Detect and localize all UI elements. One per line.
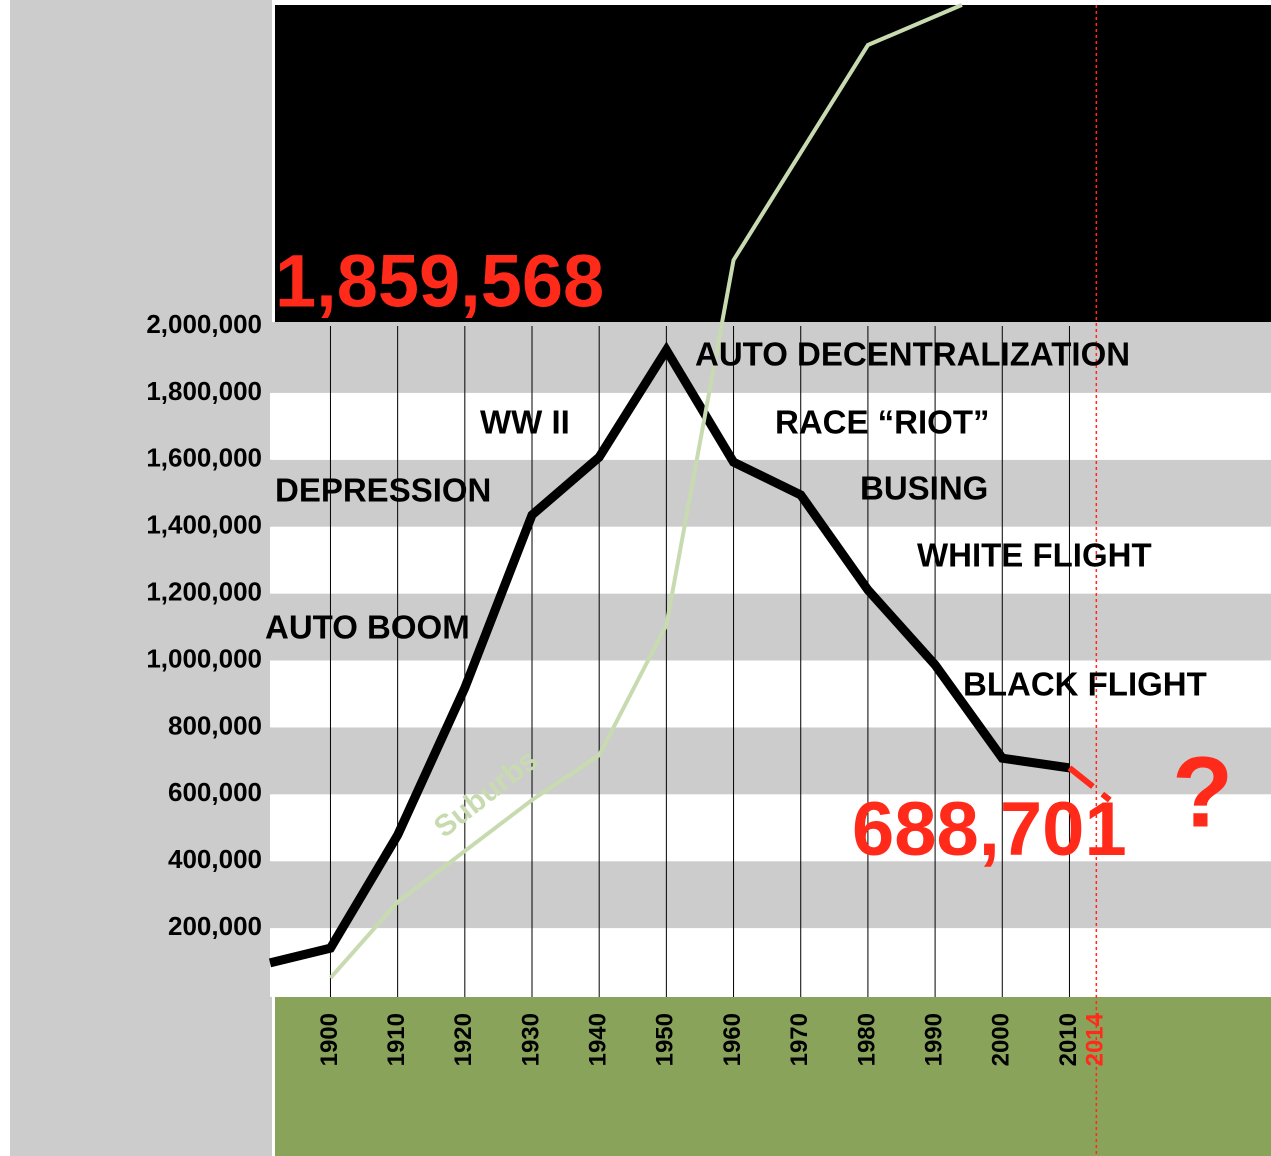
annotation: BLACK FLIGHT	[963, 666, 1207, 703]
y-tick-label: 200,000	[168, 911, 262, 941]
y-tick-label: 1,600,000	[146, 443, 262, 473]
x-tick-label: 1950	[652, 1013, 679, 1066]
y-tick-label: 800,000	[168, 710, 262, 740]
band	[270, 593, 1271, 661]
x-tick-label: 2000	[988, 1013, 1015, 1066]
x-tick-label: 1930	[517, 1013, 544, 1066]
bottom-panel	[275, 997, 1271, 1156]
labels: 200,000 400,000 600,000 800,000 1,000,000 1,2…	[146, 240, 1233, 1067]
y-tick-label: 400,000	[168, 844, 262, 874]
annotation: DEPRESSION	[275, 472, 491, 509]
annotation: WW II	[480, 404, 570, 441]
annotation: ?	[1172, 736, 1233, 848]
y-tick-label: 600,000	[168, 777, 262, 807]
x-tick-label: 1900	[316, 1013, 343, 1066]
series-line	[1067, 765, 1112, 803]
x-tick-label: 1990	[920, 1013, 947, 1066]
x-tick-label: 1960	[719, 1013, 746, 1066]
y-tick-label: 1,200,000	[146, 576, 262, 606]
band	[270, 459, 1271, 527]
annotation: 1,859,568	[275, 240, 604, 323]
band	[270, 392, 1271, 460]
x-tick-label: 1940	[585, 1013, 612, 1066]
grid	[329, 5, 1098, 1156]
bands	[270, 322, 1271, 997]
band	[270, 794, 1271, 862]
top-panel	[275, 5, 1271, 323]
x-tick-label: 1980	[853, 1013, 880, 1066]
marker-label: 2014	[1082, 1012, 1109, 1066]
series-line	[268, 341, 1071, 968]
annotation: RACE “RIOT”	[775, 404, 990, 441]
annotation: WHITE FLIGHT	[917, 537, 1152, 574]
annotation: 688,701	[852, 787, 1127, 872]
x-tick-label: 1910	[383, 1013, 410, 1066]
series-line	[328, 3, 963, 980]
x-tick-label: 1970	[786, 1013, 813, 1066]
band	[270, 322, 1271, 393]
band	[270, 928, 1271, 997]
annotation: AUTO DECENTRALIZATION	[695, 336, 1130, 373]
lines	[268, 3, 1112, 980]
band	[270, 526, 1271, 594]
y-tick-label: 1,400,000	[146, 510, 262, 540]
y-tick-label: 1,000,000	[146, 643, 262, 673]
x-tick-label: 2010	[1055, 1013, 1082, 1066]
y-tick-label: 1,800,000	[146, 376, 262, 406]
band	[270, 660, 1271, 728]
annotation: AUTO BOOM	[265, 609, 470, 646]
left-panel	[10, 0, 272, 1156]
x-tick-label: 1920	[450, 1013, 477, 1066]
annotation: BUSING	[860, 470, 988, 507]
y-tick-label: 2,000,000	[146, 309, 262, 339]
